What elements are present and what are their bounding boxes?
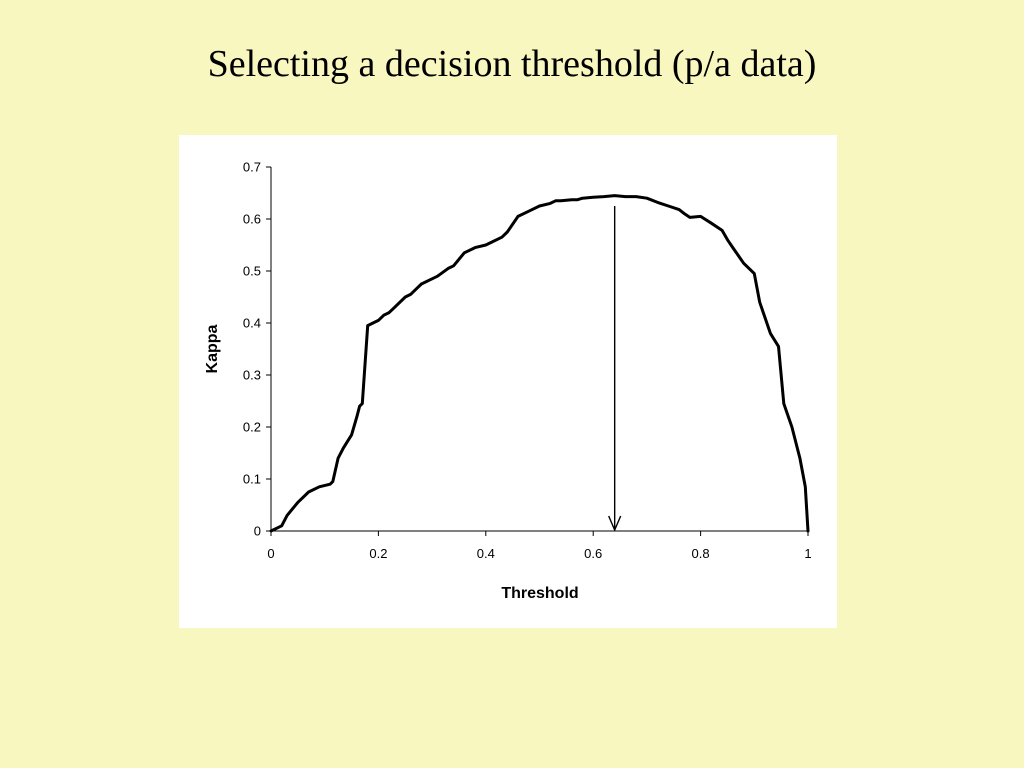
y-tick-label: 0.5 — [243, 264, 261, 279]
kappa-threshold-chart: 0 0.1 0.2 0.3 0.4 0.5 0.6 0.7 0 0.2 0.4 0.6 0.8 1 Thr… — [204, 160, 812, 603]
x-tick-label: 0.6 — [584, 546, 602, 561]
x-tick-label: 0.2 — [369, 546, 387, 561]
x-tick-label: 0.8 — [692, 546, 710, 561]
x-tick-label: 0 — [267, 546, 274, 561]
chart-panel: 0 0.1 0.2 0.3 0.4 0.5 0.6 0.7 0 0.2 0.4 0.6 0.8 1 Thr… — [179, 135, 837, 628]
y-tick-label: 0.6 — [243, 212, 261, 227]
kappa-curve — [269, 194, 810, 533]
x-axis-title: Threshold — [501, 585, 578, 602]
y-tick-label: 0.1 — [243, 472, 261, 487]
y-axis-title: Kappa — [204, 324, 221, 373]
y-tick-label: 0.3 — [243, 368, 261, 383]
y-tick-label: 0.2 — [243, 420, 261, 435]
x-tick-label: 0.4 — [477, 546, 495, 561]
y-tick-label: 0 — [254, 524, 261, 539]
slide-title: Selecting a decision threshold (p/a data… — [207, 43, 817, 85]
x-tick-label: 1 — [804, 546, 811, 561]
y-tick-label: 0.4 — [243, 316, 261, 331]
y-tick-label: 0.7 — [243, 160, 261, 175]
